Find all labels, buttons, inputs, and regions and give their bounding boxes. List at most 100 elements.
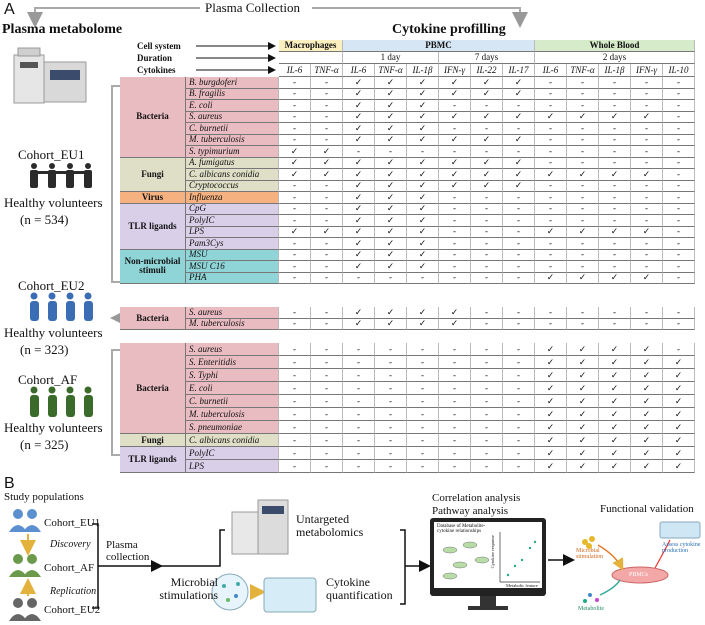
table-cell: - [471,408,503,421]
stimulus: C. albicans conidia [186,169,279,181]
table-cell: - [503,123,535,135]
cytokine-header: IL-1β [599,64,631,77]
table-cell: ✓ [407,134,439,146]
table-cell: ✓ [535,111,567,123]
table-cell: ✓ [631,343,663,356]
table-cell: - [471,460,503,473]
table-cell: ✓ [599,447,631,460]
table-cell: - [279,215,311,227]
table-cell: - [311,447,343,460]
table-cell: ✓ [631,434,663,447]
table-cell: ✓ [567,408,599,421]
table-cell: - [439,447,471,460]
table-cell: - [311,180,343,192]
table-cell: - [503,318,535,330]
table-cell: - [311,272,343,284]
table-cell: - [631,180,663,192]
table-cell: ✓ [375,123,407,135]
table-cell: - [279,261,311,273]
table-cell: - [471,192,503,204]
stimulus: PolyIC [186,215,279,227]
table-cell: ✓ [535,447,567,460]
table-cell: - [279,356,311,369]
table-cell: ✓ [439,307,471,319]
table-cell: ✓ [599,434,631,447]
stimulus-group: TLR ligands [120,203,186,250]
table-cell: - [407,272,439,284]
table-cell: - [663,123,695,135]
table-cell: - [503,434,535,447]
table-cell: - [279,123,311,135]
stimulus: Influenza [186,192,279,204]
stimulus: C. burnetii [186,123,279,135]
row-header: Cytokines [137,65,176,75]
table-cell: - [439,343,471,356]
table-cell: - [311,343,343,356]
table-cell: - [599,215,631,227]
table-cell: - [279,180,311,192]
table-cell: ✓ [471,111,503,123]
table-cell: ✓ [343,180,375,192]
table-cell: ✓ [279,226,311,238]
table-cell: - [503,261,535,273]
table-cell: - [375,343,407,356]
table-cell: - [279,77,311,89]
table-cell: ✓ [375,261,407,273]
table-cell: - [567,318,599,330]
table-cell: - [279,460,311,473]
table-cell: - [311,249,343,261]
table-cell: ✓ [375,180,407,192]
stimulus: B. burgdoferi [186,77,279,89]
table-cell: ✓ [631,382,663,395]
table-cell: - [471,369,503,382]
stimulus: S. aureus [186,307,279,319]
table-cell: ✓ [439,318,471,330]
table-cell: ✓ [343,215,375,227]
table-cell: - [279,343,311,356]
table-cell: ✓ [535,434,567,447]
table-cell: - [311,111,343,123]
table-cell: ✓ [567,434,599,447]
right-title: Cytokine profilling [392,22,506,37]
table-cell: ✓ [343,77,375,89]
table-cell: ✓ [343,307,375,319]
table-cell: ✓ [567,421,599,434]
table-cell: ✓ [375,318,407,330]
table-cell: - [503,408,535,421]
table-cell: - [599,307,631,319]
table-cell: ✓ [407,307,439,319]
table-cell: - [631,134,663,146]
table-cell: - [503,307,535,319]
table-cell: - [631,318,663,330]
stimulus: E. coli [186,382,279,395]
table-cell: - [599,249,631,261]
table-cell: ✓ [407,226,439,238]
table-cell: ✓ [311,226,343,238]
table-cell: ✓ [631,369,663,382]
table-cell: ✓ [343,226,375,238]
table-cell: ✓ [375,134,407,146]
table-cell: ✓ [375,215,407,227]
table-cell: ✓ [407,238,439,250]
table-cell: - [567,261,599,273]
table-cell: - [471,356,503,369]
table-cell: - [311,318,343,330]
b-people [9,509,41,621]
cytokine-quantification: Cytokine quantification [326,575,393,602]
table-cell: - [503,192,535,204]
table-cell: - [535,77,567,89]
table-cell: - [279,134,311,146]
table-cell: - [631,88,663,100]
table-cell: ✓ [471,77,503,89]
metabolite: Metabolite [578,606,604,612]
correlation-analysis: Correlation analysis [432,492,521,504]
table-cell: - [343,356,375,369]
table-cell: ✓ [535,226,567,238]
table-cell: - [599,123,631,135]
stimulus: C. albicans conidia [186,434,279,447]
table-cell: - [375,421,407,434]
table-cell: - [631,203,663,215]
table-cell: ✓ [311,146,343,158]
table-cell: ✓ [599,408,631,421]
table-cell: ✓ [439,169,471,181]
